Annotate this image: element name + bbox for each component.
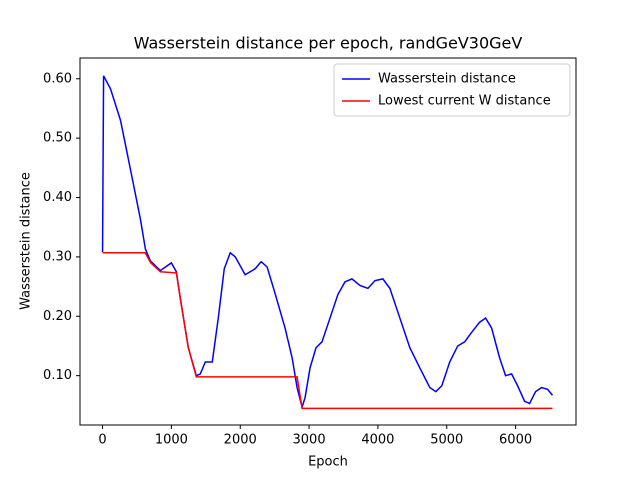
legend-label: Wasserstein distance bbox=[378, 72, 516, 87]
legend-box bbox=[333, 63, 571, 117]
y-tick-label: 0.30 bbox=[43, 249, 72, 264]
x-tick-label: 0 bbox=[98, 433, 106, 448]
plot-frame bbox=[79, 57, 577, 426]
x-tick-label: 1000 bbox=[155, 433, 188, 448]
data-line bbox=[101, 75, 554, 410]
x-tick-label: 5000 bbox=[430, 433, 463, 448]
y-tick-label: 0.60 bbox=[43, 71, 72, 86]
x-tick-label: 6000 bbox=[499, 433, 532, 448]
data-line bbox=[102, 252, 553, 410]
y-tick-label: 0.40 bbox=[43, 190, 72, 205]
chart-title: Wasserstein distance per epoch, randGeV3… bbox=[134, 34, 523, 53]
legend-label: Lowest current W distance bbox=[378, 94, 551, 109]
y-tick-label: 0.10 bbox=[43, 368, 72, 383]
y-tick-label: 0.50 bbox=[43, 131, 72, 146]
y-tick-label: 0.20 bbox=[43, 309, 72, 324]
x-tick-label: 4000 bbox=[361, 433, 394, 448]
y-axis-label: Wasserstein distance bbox=[19, 172, 34, 310]
x-tick-label: 3000 bbox=[293, 433, 326, 448]
x-axis-label: Epoch bbox=[308, 455, 348, 470]
x-tick-label: 2000 bbox=[224, 433, 257, 448]
